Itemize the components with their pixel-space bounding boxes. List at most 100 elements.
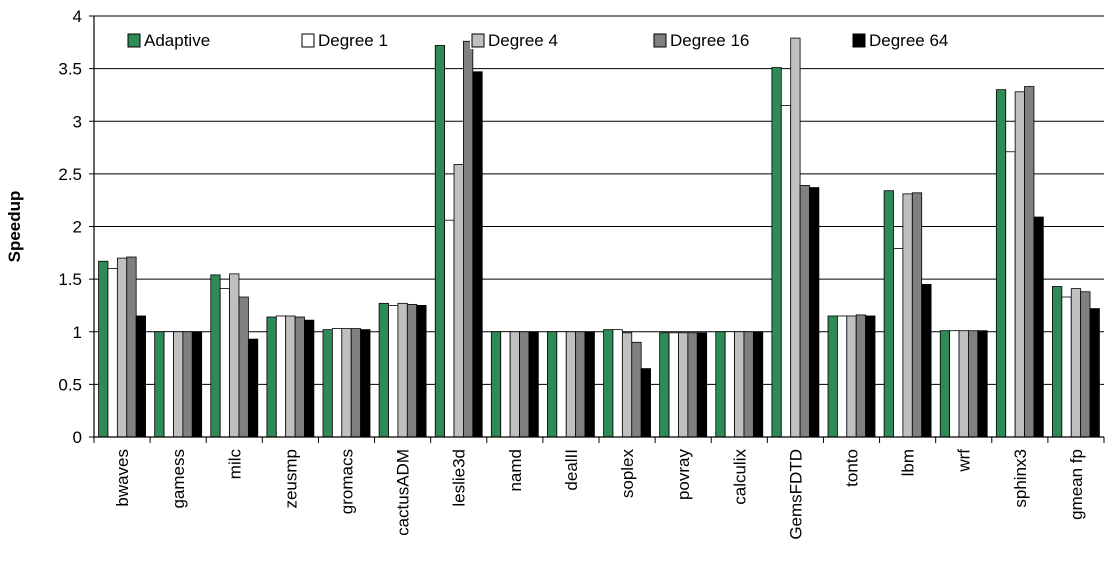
bar-degree-16-gromacs bbox=[350, 328, 362, 438]
axes: 0 0.5 1 1.5 2 2.5 3 3.5 4 bwaves gamess milc zeusmp g… bbox=[58, 7, 1105, 540]
x-tick-label: gmean fp bbox=[1067, 449, 1086, 520]
x-tick-label: gamess bbox=[169, 449, 188, 509]
bar-degree-1-gromacs bbox=[331, 328, 343, 438]
bar-adaptive-wrf bbox=[939, 330, 951, 438]
bar-degree-4-tonto bbox=[846, 315, 857, 438]
bar-degree-64-bwaves bbox=[135, 315, 146, 438]
bar-degree-16-cactusadm bbox=[406, 303, 418, 438]
bar-adaptive-gamess bbox=[154, 331, 165, 438]
bar-degree-1-milc bbox=[219, 288, 230, 438]
x-tick-label: calculix bbox=[730, 449, 749, 505]
bar-adaptive-sphinx3 bbox=[995, 89, 1007, 438]
bar-degree-16-gemsfdtd bbox=[799, 185, 810, 438]
bar-degree-64-gamess bbox=[191, 331, 203, 438]
bar-degree-4-gromacs bbox=[341, 328, 352, 438]
legend-item-degree-16: Degree 16 bbox=[652, 31, 749, 50]
bar-adaptive-cactusadm bbox=[378, 302, 389, 438]
bar-degree-16-wrf bbox=[968, 330, 979, 438]
bar-degree-16-lbm bbox=[911, 192, 923, 438]
bar-degree-4-bwaves bbox=[116, 257, 128, 438]
bar-adaptive-soplex bbox=[603, 329, 614, 438]
x-tick-label: milc bbox=[225, 449, 244, 480]
bar-adaptive-dealii bbox=[547, 331, 558, 438]
bar-degree-4-gemsfdtd bbox=[790, 37, 801, 438]
bar-degree-16-calculix bbox=[743, 331, 754, 438]
y-tick-label: 3.5 bbox=[58, 60, 82, 79]
legend-swatch bbox=[852, 33, 866, 48]
bar-degree-64-sphinx3 bbox=[1033, 216, 1044, 438]
x-tick-label: bwaves bbox=[113, 449, 132, 507]
legend-swatch bbox=[471, 33, 485, 48]
x-tick-label: namd bbox=[506, 449, 525, 492]
bar-degree-4-lbm bbox=[902, 193, 913, 438]
bar-degree-64-tonto bbox=[865, 315, 876, 438]
y-tick-label: 0.5 bbox=[58, 375, 82, 394]
legend-item-degree-4: Degree 4 bbox=[470, 31, 558, 50]
y-tick-label: 1 bbox=[73, 323, 82, 342]
bar-degree-16-dealii bbox=[575, 331, 586, 438]
bar-degree-4-cactusadm bbox=[397, 302, 408, 438]
bar-degree-1-leslie3d bbox=[444, 219, 455, 438]
bar-adaptive-povray bbox=[659, 332, 670, 438]
bar-degree-4-zeusmp bbox=[285, 315, 296, 438]
bar-degree-1-lbm bbox=[893, 248, 904, 438]
x-tick-label: povray bbox=[674, 449, 693, 501]
y-tick-label: 2.5 bbox=[58, 165, 82, 184]
bar-degree-1-gemsfdtd bbox=[780, 105, 792, 438]
bar-degree-64-gmean-fp bbox=[1089, 308, 1100, 438]
bar-degree-64-povray bbox=[696, 332, 708, 438]
legend-swatch bbox=[127, 33, 141, 48]
bar-degree-1-calculix bbox=[724, 331, 735, 438]
x-tick-label: GemsFDTD bbox=[786, 449, 805, 540]
legend-label: Degree 16 bbox=[670, 31, 749, 50]
bar-degree-4-gamess bbox=[173, 331, 184, 438]
bar-degree-16-gmean-fp bbox=[1080, 291, 1091, 438]
bar-degree-1-gmean-fp bbox=[1061, 296, 1072, 438]
x-tick-label: sphinx3 bbox=[1011, 449, 1030, 508]
legend-item-adaptive: Adaptive bbox=[126, 31, 210, 50]
bar-degree-64-namd bbox=[528, 331, 539, 438]
bar-degree-16-tonto bbox=[855, 314, 867, 438]
x-tick-label: tonto bbox=[843, 449, 862, 487]
x-tick-label: lbm bbox=[899, 449, 918, 476]
bar-adaptive-gemsfdtd bbox=[771, 67, 782, 438]
bar-degree-16-namd bbox=[519, 331, 530, 438]
y-tick-label: 3 bbox=[73, 112, 82, 131]
legend-item-degree-64: Degree 64 bbox=[851, 31, 948, 50]
bar-degree-64-dealii bbox=[584, 331, 595, 438]
bar-degree-64-milc bbox=[247, 338, 259, 438]
bar-degree-1-cactusadm bbox=[388, 305, 399, 438]
bar-degree-16-sphinx3 bbox=[1024, 86, 1035, 438]
x-tick-label: soplex bbox=[618, 449, 637, 499]
legend-swatch bbox=[301, 33, 315, 48]
bar-degree-16-soplex bbox=[631, 341, 642, 438]
bar-degree-64-cactusadm bbox=[416, 305, 427, 438]
bar-degree-1-namd bbox=[500, 331, 511, 438]
bar-degree-4-wrf bbox=[958, 330, 969, 438]
bar-degree-4-dealii bbox=[565, 331, 577, 438]
bar-degree-4-leslie3d bbox=[453, 163, 464, 438]
bar-degree-1-povray bbox=[668, 332, 679, 438]
bar-degree-1-sphinx3 bbox=[1005, 151, 1016, 438]
bar-adaptive-bwaves bbox=[98, 260, 109, 438]
bar-degree-1-gamess bbox=[163, 331, 174, 438]
bar-degree-64-calculix bbox=[752, 331, 764, 438]
x-tick-label: wrf bbox=[955, 449, 974, 473]
y-axis-label: Speedup bbox=[5, 191, 24, 263]
bar-adaptive-gromacs bbox=[322, 329, 333, 438]
bar-degree-64-gemsfdtd bbox=[809, 187, 820, 438]
bar-degree-16-milc bbox=[238, 296, 249, 438]
bar-degree-4-namd bbox=[509, 331, 520, 438]
bar-degree-64-leslie3d bbox=[472, 71, 483, 438]
bar-degree-1-dealii bbox=[556, 331, 567, 438]
bar-degree-4-calculix bbox=[734, 331, 745, 438]
bar-degree-4-soplex bbox=[621, 332, 633, 438]
bar-degree-16-povray bbox=[687, 332, 698, 438]
legend-item-degree-1: Degree 1 bbox=[300, 31, 388, 50]
legend-label: Degree 1 bbox=[318, 31, 388, 50]
bar-degree-4-milc bbox=[229, 273, 240, 438]
bar-adaptive-leslie3d bbox=[434, 45, 446, 438]
bar-degree-1-soplex bbox=[612, 329, 623, 438]
legend-label: Degree 4 bbox=[488, 31, 558, 50]
